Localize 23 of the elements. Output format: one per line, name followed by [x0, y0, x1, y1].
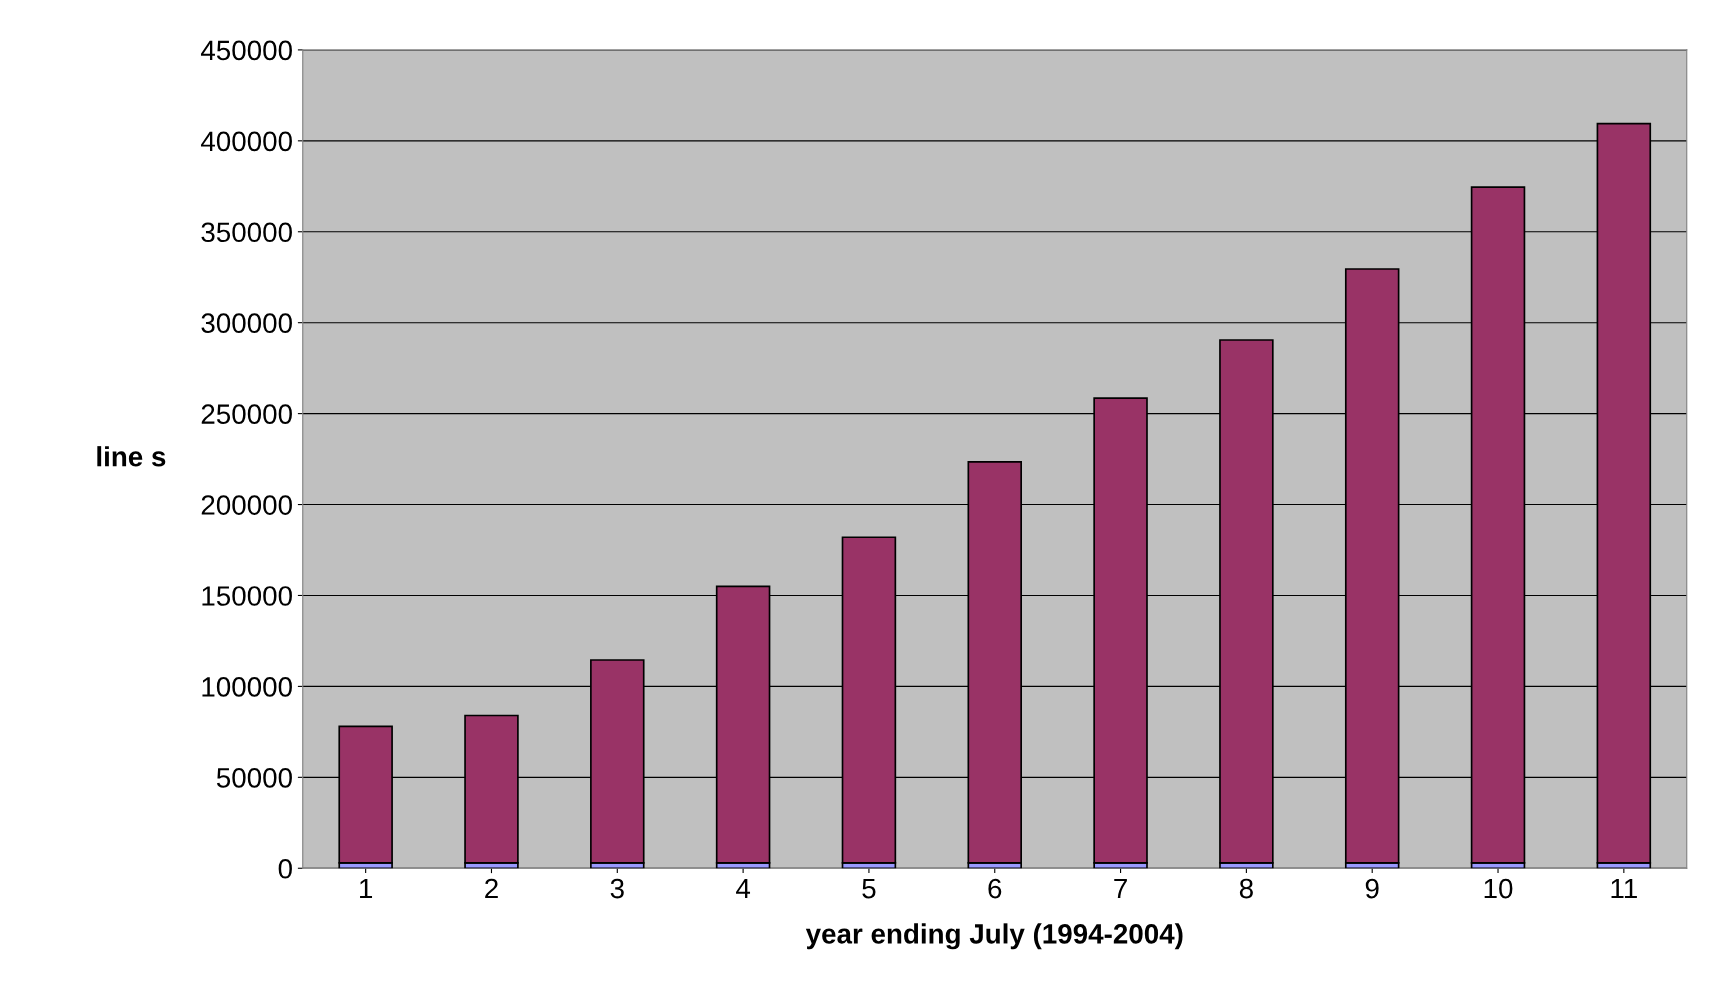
x-tick-label: 11 — [1611, 879, 1637, 899]
x-tick-label: 1 — [360, 879, 373, 899]
x-tick-label: 3 — [610, 878, 624, 899]
x-axis-title: year ending July (1994-2004) — [805, 923, 1183, 950]
x-tick-label: 7 — [1114, 879, 1127, 899]
x-tick-label: 2 — [485, 878, 498, 899]
y-tick-label: 450000 — [200, 40, 292, 61]
y-tick-label: 250000 — [201, 404, 292, 424]
y-tick-label: 200000 — [201, 495, 292, 515]
y-tick-label: 300000 — [201, 313, 292, 334]
x-tick-label: 5 — [862, 879, 876, 899]
x-tick-label: 6 — [988, 878, 1002, 899]
x-tick-label: 9 — [1365, 878, 1379, 899]
y-tick-label: 50000 — [216, 768, 292, 788]
y-tick-label: 350000 — [201, 222, 292, 243]
y-tick-label: 400000 — [200, 131, 292, 152]
y-axis-title: line s — [97, 446, 166, 467]
x-tick-label: 8 — [1239, 878, 1253, 899]
x-tick-label: 4 — [736, 879, 751, 899]
y-tick-label: 100000 — [202, 677, 292, 697]
y-tick-label: 0 — [278, 858, 292, 879]
x-tick-label: 10 — [1484, 878, 1513, 899]
y-tick-label: 150000 — [202, 586, 292, 606]
